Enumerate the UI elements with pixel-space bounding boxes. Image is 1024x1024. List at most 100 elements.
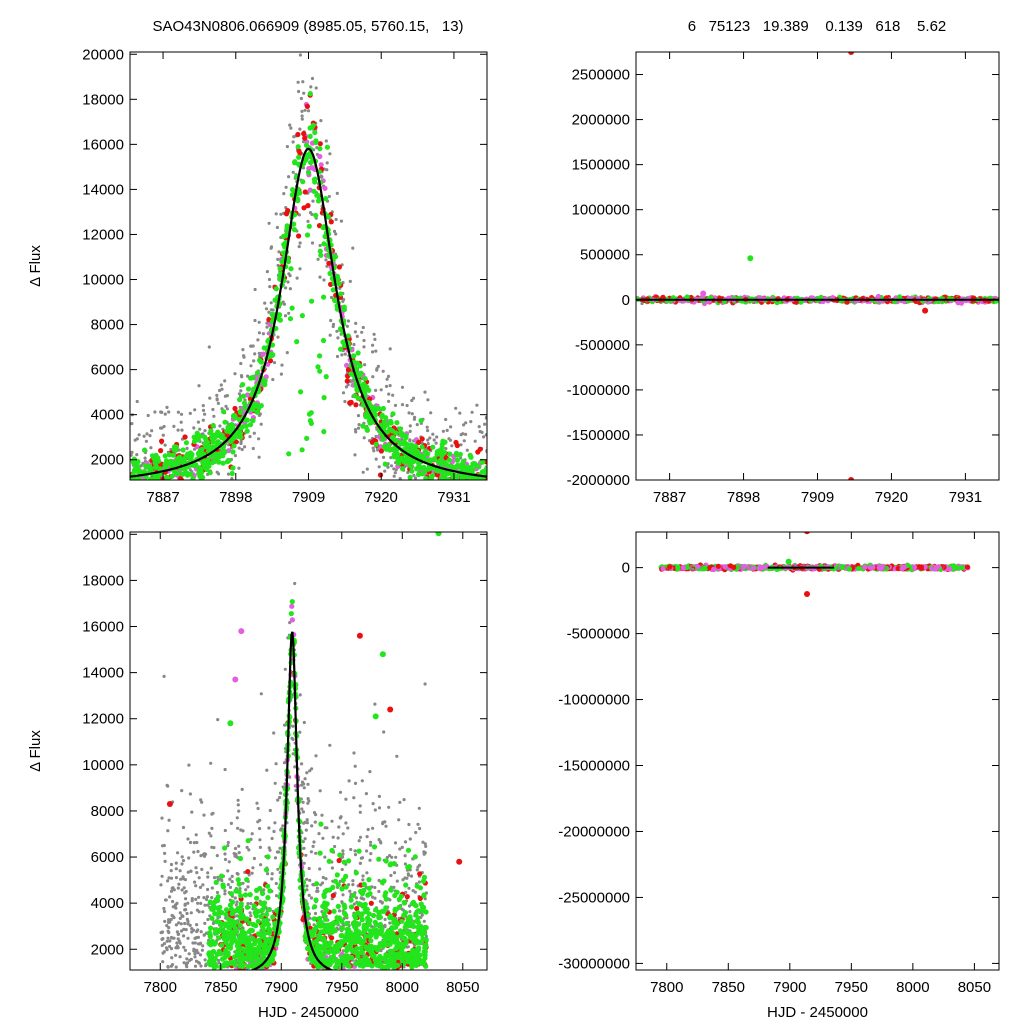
green-point — [246, 386, 252, 392]
grey-point — [293, 581, 297, 586]
grey-point — [379, 949, 383, 953]
grey-point — [236, 798, 240, 802]
grey-point — [235, 816, 239, 820]
grey-point — [358, 835, 363, 839]
grey-point — [279, 828, 283, 832]
green-point — [324, 144, 330, 150]
green-point — [317, 368, 323, 374]
green-point — [313, 897, 319, 903]
grey-point — [235, 900, 239, 904]
grey-point — [159, 883, 163, 887]
grey-point — [174, 923, 178, 927]
grey-point — [163, 859, 167, 864]
green-point — [470, 461, 476, 467]
green-point — [131, 460, 137, 466]
grey-point — [197, 895, 201, 899]
grey-point — [187, 763, 191, 767]
grey-point — [223, 852, 227, 856]
magenta-point — [344, 362, 350, 368]
grey-point — [296, 80, 300, 84]
grey-point — [176, 932, 180, 937]
grey-point — [346, 319, 350, 323]
residual-point — [684, 294, 690, 300]
green-point — [390, 435, 396, 442]
green-point — [386, 442, 392, 448]
green-point — [199, 446, 205, 452]
green-point — [446, 457, 452, 463]
grey-point — [371, 826, 375, 830]
green-point — [195, 451, 201, 457]
green-point — [265, 854, 271, 860]
grey-point — [363, 363, 367, 367]
green-point — [394, 420, 400, 426]
grey-point — [176, 946, 180, 950]
green-point — [304, 232, 311, 238]
grey-point — [223, 828, 227, 833]
green-point — [196, 465, 202, 471]
grey-point — [373, 337, 377, 341]
grey-point — [424, 934, 428, 939]
grey-point — [163, 443, 167, 447]
grey-point — [166, 965, 170, 969]
grey-point — [275, 225, 279, 230]
green-point — [252, 941, 258, 947]
green-point — [300, 179, 306, 185]
grey-point — [353, 428, 358, 432]
magenta-point — [306, 165, 312, 172]
green-point — [317, 146, 323, 152]
grey-point — [243, 445, 247, 449]
grey-point — [196, 960, 200, 964]
green-point — [250, 417, 256, 424]
grey-point — [169, 964, 173, 968]
grey-point — [484, 433, 487, 437]
grey-point — [301, 80, 305, 84]
panel-bottom-left: 2000400060008000100001200014000160001800… — [27, 526, 488, 1021]
grey-point — [413, 476, 418, 480]
grey-point — [423, 842, 427, 846]
green-point — [148, 465, 154, 472]
grey-point — [247, 848, 251, 852]
grey-point — [458, 411, 462, 415]
grey-point — [408, 438, 412, 442]
grey-point — [257, 437, 261, 441]
grey-point — [179, 420, 183, 424]
grey-point — [348, 889, 352, 893]
grey-point — [462, 423, 466, 427]
grey-point — [366, 827, 370, 832]
grey-point — [188, 468, 192, 472]
grey-point — [333, 844, 337, 849]
green-point — [266, 906, 272, 913]
green-point — [399, 466, 406, 472]
grey-point — [319, 175, 323, 179]
grey-point — [426, 442, 430, 446]
green-point — [257, 357, 263, 363]
grey-point — [174, 861, 178, 865]
green-point — [379, 926, 385, 933]
grey-point — [398, 800, 402, 805]
grey-point — [203, 921, 207, 926]
grey-point — [362, 338, 366, 343]
grey-point — [203, 903, 207, 907]
grey-point — [392, 467, 396, 471]
green-point — [337, 326, 344, 332]
green-point — [217, 450, 223, 456]
grey-point — [234, 903, 238, 907]
red-point — [417, 871, 423, 877]
green-point — [435, 468, 441, 474]
green-point — [169, 473, 175, 479]
grey-point — [325, 161, 329, 165]
green-point — [453, 450, 459, 456]
figure-title-right: 6 75123 19.389 0.139 618 5.62 — [688, 18, 947, 35]
grey-point — [344, 385, 349, 389]
green-point — [321, 429, 327, 435]
residual-point — [640, 301, 644, 306]
grey-point — [177, 921, 181, 925]
grey-point — [301, 810, 305, 814]
green-point — [340, 339, 346, 345]
grey-point — [413, 415, 417, 419]
green-point — [284, 225, 290, 231]
grey-point — [285, 351, 289, 355]
green-point — [361, 381, 367, 387]
green-point — [262, 382, 268, 388]
grey-point — [362, 436, 366, 440]
